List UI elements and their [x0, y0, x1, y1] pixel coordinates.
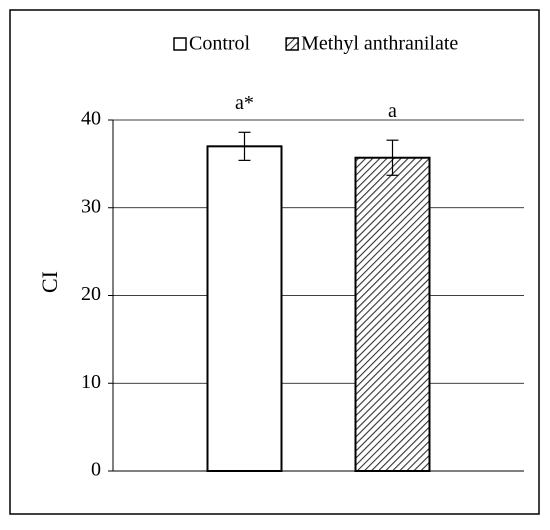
y-tick-label: 10	[81, 371, 101, 393]
y-tick-label: 40	[81, 108, 101, 130]
bar	[354, 156, 431, 472]
y-tick-label: 20	[81, 283, 101, 305]
legend-label: Control	[189, 33, 251, 55]
legend-swatch	[173, 37, 187, 51]
y-tick-label: 0	[91, 459, 101, 481]
bar	[206, 145, 283, 472]
frame	[9, 9, 540, 515]
y-axis-label: CI	[37, 271, 62, 293]
annotation: a	[388, 100, 397, 122]
annotation: a*	[235, 92, 254, 114]
legend-swatch	[285, 37, 299, 51]
legend-label: Methyl anthranilate	[301, 33, 458, 55]
y-tick-label: 30	[81, 195, 101, 217]
